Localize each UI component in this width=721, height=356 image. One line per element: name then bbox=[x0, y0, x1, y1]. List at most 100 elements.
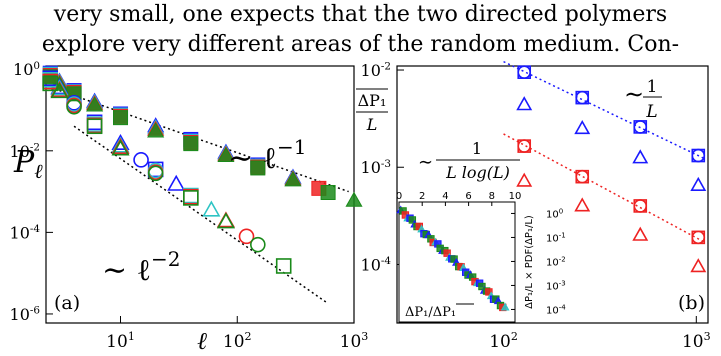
inset-ytick-label: 10-3 bbox=[546, 279, 566, 292]
inset-xtick-label: 8 bbox=[489, 191, 495, 202]
panel-b-annotation-2-num: 1 bbox=[472, 139, 482, 158]
panel-b-point bbox=[632, 149, 649, 164]
panel-b-point bbox=[690, 258, 707, 273]
panel-a-point bbox=[167, 174, 186, 191]
inset-ylabel: ΔP₁/L × PDF(ΔP₁/L) bbox=[524, 215, 535, 309]
inset-ytick-label: 10-1 bbox=[546, 231, 566, 244]
panel-a-point bbox=[86, 96, 104, 112]
panel-a-point bbox=[320, 184, 336, 200]
panel-a-point bbox=[50, 82, 69, 99]
panel-a-point bbox=[86, 117, 103, 134]
panel-a-point bbox=[133, 152, 149, 168]
panel-a-point bbox=[50, 79, 69, 96]
panel-b-ytick-label: 10-3 bbox=[361, 158, 391, 177]
panel-b-point bbox=[517, 139, 532, 153]
panel-a-xtick-label: 101 bbox=[106, 330, 135, 352]
panel-b-point bbox=[690, 176, 707, 192]
panel-b-ytick-label: 10-4 bbox=[361, 255, 392, 274]
inset-xtick-label: 0 bbox=[396, 191, 402, 202]
panel-a-xlabel: ℓ bbox=[197, 327, 207, 355]
panel-b-point bbox=[575, 90, 590, 105]
panel-a-point bbox=[275, 258, 292, 274]
panel-b-annotation-2-tilde: ∼ bbox=[418, 152, 433, 173]
panel-a-annotation-slope2: ∼ ℓ−2 bbox=[102, 247, 181, 288]
panel-a-point bbox=[183, 188, 199, 205]
panel-b-ylabel-den: L bbox=[366, 115, 378, 134]
inset-xlabel: ΔP₁/ΔP₁ bbox=[405, 305, 456, 320]
paper-text-line-2: explore very different areas of the rand… bbox=[41, 32, 680, 57]
panel-b-point bbox=[575, 169, 590, 184]
panel-a-ytick-label: 100 bbox=[13, 60, 40, 79]
panel-a-label: (a) bbox=[54, 292, 80, 314]
inset-xtick-label: 2 bbox=[419, 191, 425, 202]
inset-point bbox=[408, 216, 417, 224]
panel-a-point bbox=[216, 212, 236, 229]
paper-text-line-1: very small, one expects that the two dir… bbox=[53, 2, 668, 27]
panel-b-point bbox=[575, 169, 590, 184]
inset-point bbox=[443, 249, 451, 257]
inset-ytick-label: 10-4 bbox=[546, 303, 566, 316]
panel-a-annotation-slope1: ∼ ℓ−1 bbox=[228, 135, 307, 176]
panel-a-ytick-label: 10-2 bbox=[10, 141, 40, 160]
panel-b-point bbox=[517, 65, 532, 79]
panel-a-ytick-label: 10-4 bbox=[10, 223, 41, 242]
inset-point bbox=[485, 288, 493, 296]
inset-xtick-label: 6 bbox=[465, 191, 471, 202]
inset-point bbox=[500, 302, 510, 311]
panel-b-xtick-label: 103 bbox=[682, 330, 711, 352]
panel-b-ylabel-num: ΔP₁ bbox=[358, 91, 387, 110]
panel-a-point bbox=[238, 228, 255, 245]
inset-xtick-label: 10 bbox=[509, 191, 522, 202]
panel-b-xtick-label: 102 bbox=[489, 330, 518, 352]
inset-xtick-label: 4 bbox=[442, 191, 448, 202]
panel-a-point bbox=[86, 118, 103, 135]
panel-b-annotation-1-den: L bbox=[645, 102, 657, 122]
panel-a-ytick-label: 10-6 bbox=[10, 305, 40, 324]
panel-a-point bbox=[217, 146, 235, 162]
panel-a-point bbox=[111, 133, 130, 151]
panel-b-point bbox=[633, 120, 648, 134]
inset-point bbox=[478, 282, 486, 291]
panel-b-point bbox=[516, 172, 533, 187]
panel-b-frame bbox=[396, 65, 709, 324]
panel-b-label: (b) bbox=[678, 292, 705, 314]
panel-b-point bbox=[574, 120, 591, 135]
panel-a-point bbox=[250, 160, 266, 176]
panel-a-point bbox=[147, 122, 165, 138]
panel-a-guide-line bbox=[59, 89, 349, 193]
panel-b-ytick-label: 10-2 bbox=[361, 61, 391, 80]
panel-b-point bbox=[516, 96, 533, 111]
panel-b-point bbox=[633, 199, 648, 213]
panel-b-point bbox=[517, 65, 532, 79]
panel-b-annotation-2-den: L log(L) bbox=[445, 163, 510, 182]
panel-a-point bbox=[113, 110, 129, 126]
panel-a-point bbox=[183, 190, 199, 206]
panel-b-point bbox=[691, 230, 706, 245]
panel-a-point bbox=[66, 98, 82, 115]
panel-a-point bbox=[147, 165, 164, 182]
panel-a-point bbox=[284, 171, 302, 187]
panel-a-xtick-label: 102 bbox=[223, 330, 252, 352]
panel-b-point bbox=[574, 197, 591, 212]
panel-a-xtick-label: 103 bbox=[340, 330, 369, 352]
panel-a-point bbox=[202, 200, 221, 217]
panel-b-annotation-1-num: 1 bbox=[647, 77, 658, 97]
panel-b-point bbox=[517, 139, 532, 153]
panel-a-point bbox=[250, 236, 266, 253]
panel-b-inset: 0 2 4 6 8 10 100 10-1 10-2 10-3 10-4 ΔP₁/ΔP₁ ΔP₁/L ×… bbox=[396, 191, 566, 323]
panel-b-fit-line bbox=[503, 60, 705, 160]
panel-b-point bbox=[691, 148, 706, 163]
panel-b-point bbox=[575, 90, 590, 105]
inset-ytick-label: 10-2 bbox=[546, 255, 566, 268]
panel-a-point bbox=[111, 139, 130, 156]
panel-b-point bbox=[632, 226, 649, 241]
panel-a-point bbox=[42, 75, 59, 92]
panel-a-guide-line bbox=[73, 125, 329, 305]
panel-b-annotation-1-tilde: ∼ bbox=[624, 80, 644, 108]
panel-a-point bbox=[345, 191, 363, 207]
inset-ytick-label: 100 bbox=[546, 207, 563, 220]
panel-a-point bbox=[183, 136, 199, 152]
